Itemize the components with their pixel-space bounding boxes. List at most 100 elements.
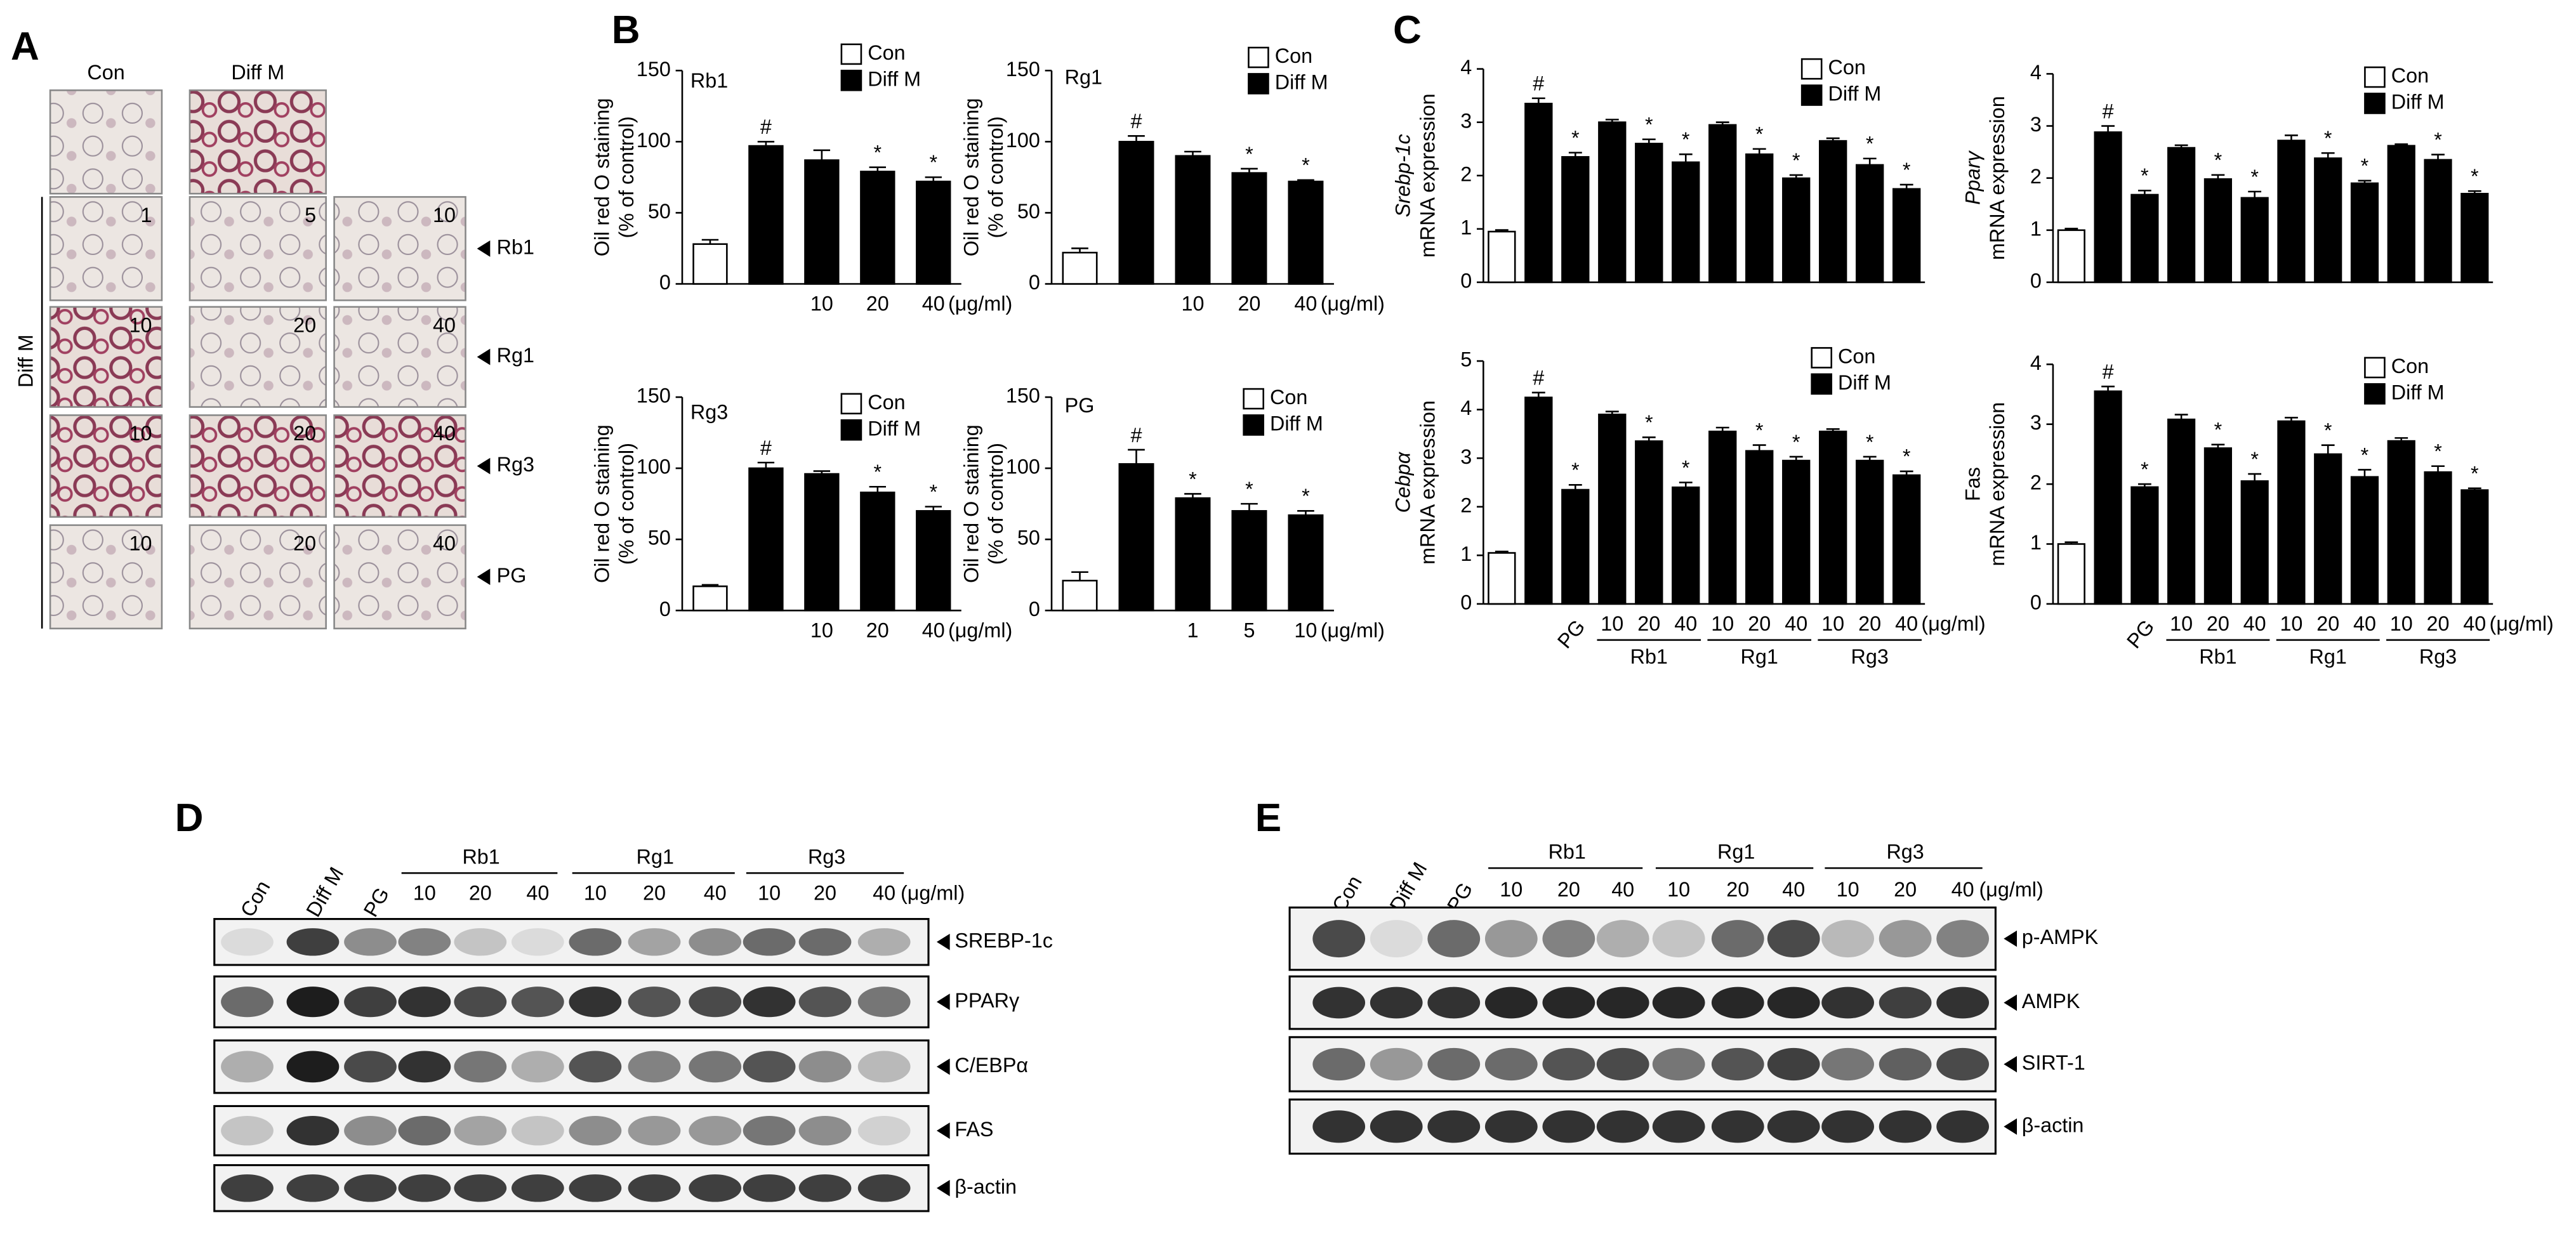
y-tick-label: 3 bbox=[1460, 445, 1472, 468]
x-tick-label: 5 bbox=[1243, 619, 1255, 641]
y-axis-label: Pparγ bbox=[1961, 150, 1984, 205]
bar bbox=[2203, 178, 2232, 284]
arrow-head bbox=[2004, 1118, 2018, 1135]
bar bbox=[2350, 182, 2379, 284]
x-tick-label: PG bbox=[2122, 615, 2159, 653]
error-bar bbox=[1297, 510, 1314, 516]
error-bar bbox=[2211, 174, 2225, 180]
bar bbox=[748, 145, 784, 285]
significance-marker: * bbox=[1302, 485, 1310, 508]
bar bbox=[1488, 552, 1516, 605]
bar bbox=[1561, 488, 1590, 605]
band-label: SIRT-1 bbox=[2022, 1051, 2085, 1074]
micrograph bbox=[333, 414, 466, 518]
dose-label: 20 bbox=[293, 532, 316, 554]
x-tick-label: 20 bbox=[1858, 612, 1881, 635]
blot-band bbox=[569, 987, 622, 1018]
y-tick-label: 4 bbox=[1460, 397, 1472, 419]
blot-band bbox=[628, 987, 681, 1018]
arrow-head bbox=[936, 1122, 950, 1139]
blot-band bbox=[454, 987, 507, 1018]
y-tick-label: 0 bbox=[1460, 591, 1472, 613]
significance-marker: * bbox=[1245, 478, 1253, 501]
bar bbox=[2130, 193, 2159, 284]
y-tick-label: 0 bbox=[1029, 271, 1040, 294]
error-bar bbox=[1128, 449, 1145, 464]
dose-label: 10 bbox=[129, 532, 152, 554]
significance-marker: * bbox=[1571, 126, 1580, 149]
x-tick-label: 20 bbox=[2316, 612, 2339, 635]
arrow-head bbox=[936, 933, 950, 950]
blot-band bbox=[344, 1051, 397, 1083]
bar bbox=[1524, 102, 1553, 284]
blot-band bbox=[628, 1051, 681, 1083]
panel-label: B bbox=[612, 8, 640, 52]
blot-band bbox=[1427, 1110, 1481, 1143]
group-label: Rg1 bbox=[2309, 645, 2347, 668]
band-label: PPARγ bbox=[954, 989, 1020, 1012]
legend-label: Diff M bbox=[868, 417, 921, 440]
x-tick-label: 10 bbox=[1601, 612, 1623, 635]
bar bbox=[1062, 579, 1098, 612]
blot-band bbox=[1312, 1110, 1366, 1143]
error-bar bbox=[925, 176, 942, 182]
blot-band bbox=[1652, 1047, 1705, 1081]
error-bar bbox=[1789, 174, 1803, 178]
error-bar bbox=[701, 239, 719, 244]
y-axis-label: Cebpα bbox=[1392, 451, 1415, 513]
bar bbox=[1819, 140, 1847, 284]
error-bar bbox=[2285, 416, 2298, 421]
x-tick-label: 20 bbox=[1238, 292, 1260, 315]
x-tick-label: 1 bbox=[1187, 619, 1198, 641]
y-tick-label: 50 bbox=[648, 200, 671, 223]
row-label: Rb1 bbox=[497, 235, 534, 258]
blot-band bbox=[1767, 1047, 1820, 1081]
bar bbox=[1672, 161, 1700, 284]
blot-band bbox=[798, 987, 852, 1018]
blot-band bbox=[1821, 1047, 1874, 1081]
significance-marker: * bbox=[874, 461, 882, 483]
panel-label: C bbox=[1393, 8, 1422, 52]
legend-swatch bbox=[2364, 357, 2386, 379]
legend-swatch bbox=[1248, 46, 1269, 69]
error-bar bbox=[1495, 229, 1509, 232]
error-bar bbox=[1605, 119, 1619, 122]
blot-band bbox=[1652, 920, 1705, 958]
blot-band bbox=[1936, 920, 1990, 958]
blot-band bbox=[1484, 1047, 1538, 1081]
bar bbox=[2424, 159, 2452, 284]
blot-band bbox=[743, 928, 796, 956]
blot-band bbox=[1312, 1047, 1366, 1081]
group-label: Rb1 bbox=[1549, 841, 1586, 863]
micrograph bbox=[333, 196, 466, 301]
legend-swatch bbox=[840, 69, 862, 91]
blot-band bbox=[628, 928, 681, 956]
blot-band bbox=[1370, 920, 1423, 958]
blot-band bbox=[286, 1115, 340, 1146]
x-tick-label: 10 bbox=[1181, 292, 1204, 315]
blot-band bbox=[798, 1051, 852, 1083]
error-bar bbox=[869, 485, 887, 493]
group-label: Rg3 bbox=[1851, 645, 1889, 668]
error-bar bbox=[2358, 180, 2372, 183]
unit-label: (μg/ml) bbox=[1979, 878, 2044, 901]
error-bar bbox=[1568, 152, 1582, 157]
blot-band bbox=[511, 928, 564, 956]
error-bar bbox=[2101, 385, 2115, 391]
bar bbox=[692, 243, 728, 285]
error-bar bbox=[2321, 444, 2335, 454]
error-bar bbox=[757, 141, 775, 147]
error-bar bbox=[1752, 444, 1766, 451]
dose-label: 20 bbox=[643, 881, 666, 904]
error-bar bbox=[2248, 473, 2262, 482]
significance-marker: # bbox=[1533, 367, 1544, 390]
dose-label: 40 bbox=[433, 313, 456, 336]
blot-band bbox=[689, 1174, 742, 1202]
bar bbox=[2460, 489, 2489, 605]
error-bar bbox=[1863, 157, 1877, 165]
panel-label: A bbox=[11, 25, 39, 69]
arrow-head bbox=[2004, 1056, 2018, 1073]
bar bbox=[1819, 430, 1847, 605]
bar bbox=[2350, 476, 2379, 605]
bar bbox=[2057, 543, 2085, 605]
